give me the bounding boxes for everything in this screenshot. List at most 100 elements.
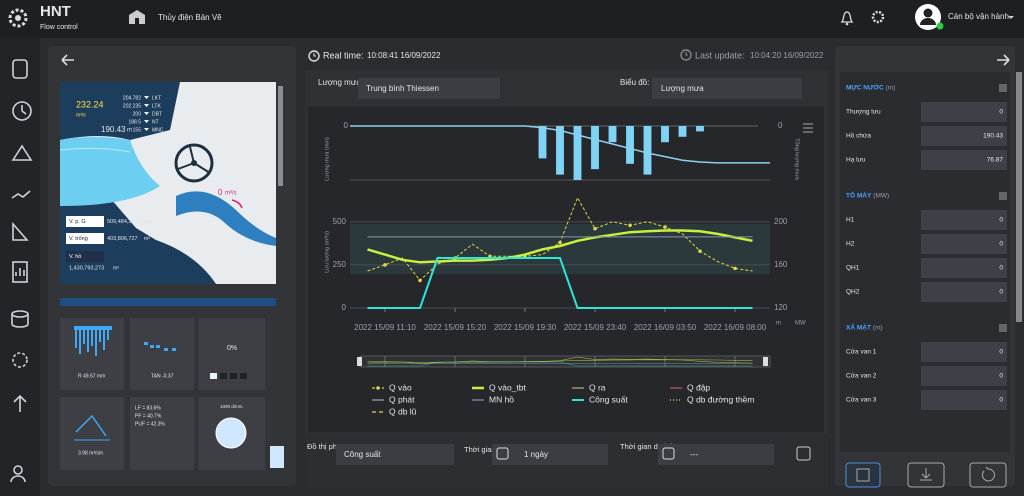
sidebar-icons-part[interactable]	[11, 190, 31, 199]
sidebar-icons-part[interactable]	[12, 221, 29, 241]
chart-value[interactable]: Lượng mưa	[661, 84, 704, 93]
rain-select[interactable]	[358, 78, 500, 99]
sidebar-icons-part[interactable]	[10, 475, 26, 483]
dam-diagram-part	[191, 160, 197, 166]
sidebar-icons-part[interactable]	[12, 101, 32, 121]
back-arrow[interactable]	[61, 54, 74, 66]
row-label: H2	[846, 241, 855, 248]
settings-icon-part[interactable]	[871, 10, 885, 24]
panel-buttons-part[interactable]	[845, 462, 881, 488]
tile-graphics-part	[75, 414, 107, 437]
navigator-handle[interactable]	[357, 357, 362, 366]
calendar-icon[interactable]	[496, 447, 509, 460]
update-icon	[680, 49, 692, 61]
legend-label[interactable]: Q db đường thềm	[687, 394, 755, 404]
tile-graphics-part	[107, 330, 109, 340]
user-caret[interactable]	[1008, 16, 1014, 19]
navigator-handle[interactable]	[763, 357, 768, 366]
sidebar-icons-part[interactable]	[12, 261, 28, 283]
legend-label[interactable]: Q phát	[389, 394, 415, 404]
legend-label[interactable]: Q db lũ	[389, 406, 417, 416]
calendar-icon[interactable]	[662, 447, 675, 460]
bell-icon-part[interactable]	[845, 22, 849, 26]
y2-tick-label: 160	[774, 260, 788, 269]
sidebar-icons-part[interactable]	[15, 268, 25, 276]
sidebar-icons-part[interactable]	[11, 144, 33, 161]
legend-label[interactable]: Q đập	[687, 382, 710, 392]
sidebar-icons[interactable]	[10, 59, 33, 483]
y-axis-label: Lượng mưa (mm)	[324, 137, 330, 181]
tile-pf: PF = 40.7%	[135, 413, 162, 419]
dam-diagram-part	[231, 199, 243, 209]
outflow: 0	[218, 188, 223, 197]
panel-buttons-part[interactable]	[856, 468, 870, 482]
x-tick-label: 2022 15/09 15:20	[424, 323, 487, 332]
calendar-button[interactable]	[796, 446, 811, 461]
legend-marker[interactable]	[376, 386, 380, 390]
avatar-part[interactable]	[923, 8, 933, 18]
bell-icon-part[interactable]	[840, 11, 854, 23]
tile-rain: R 49.67 mm	[78, 373, 105, 379]
panel-buttons-part[interactable]	[920, 468, 932, 481]
bell-icon[interactable]	[840, 11, 854, 26]
value-box	[921, 234, 1007, 254]
volume-unit: m³	[144, 219, 150, 225]
sidebar-icons-part[interactable]	[21, 105, 27, 115]
sidebar-icons-part[interactable]	[13, 394, 27, 412]
tile-graphics-part	[230, 373, 237, 379]
legend-label[interactable]: MN hồ	[489, 394, 514, 404]
rain-value[interactable]: Trung bình Thiessen	[366, 84, 439, 93]
panel-buttons[interactable]	[845, 462, 1007, 488]
chart-select[interactable]	[652, 78, 802, 99]
row-label: Hồ chứa	[846, 131, 871, 140]
collapse-button[interactable]	[999, 192, 1007, 200]
time-value[interactable]: 1 ngày	[524, 450, 548, 459]
legend-label[interactable]: Q vào	[389, 382, 412, 392]
row-value: 0	[999, 349, 1003, 356]
forecast-value[interactable]: ---	[690, 450, 698, 459]
logo-icon[interactable]	[8, 8, 28, 28]
logo-icon-part[interactable]	[8, 8, 28, 28]
value-box	[921, 342, 1007, 362]
collapse-button[interactable]	[999, 84, 1007, 92]
tile-graphics-part	[164, 348, 168, 351]
panel-buttons-part[interactable]	[982, 466, 995, 482]
collapse-button[interactable]	[999, 324, 1007, 332]
chart-menu[interactable]	[803, 123, 813, 133]
level-label: LTK	[152, 103, 161, 109]
legend-label[interactable]: Q vào_tbt	[489, 382, 526, 392]
scrollbar[interactable]	[1016, 72, 1022, 322]
sub-select[interactable]	[336, 444, 454, 465]
level-value: 200	[133, 111, 142, 117]
legend-label[interactable]: Công suất	[589, 394, 628, 404]
home-icon[interactable]	[129, 10, 145, 24]
time-select[interactable]	[492, 444, 608, 465]
panel-buttons-part[interactable]	[907, 462, 945, 488]
forward-arrow[interactable]	[997, 54, 1010, 66]
legend-label[interactable]: Q ra	[589, 382, 606, 392]
volume-unit: m³	[113, 265, 119, 271]
logo: HNT	[40, 3, 71, 20]
realtime-label: Real time:	[323, 50, 364, 60]
panel-buttons-part[interactable]	[969, 462, 1007, 488]
settings-icon[interactable]	[871, 10, 885, 24]
home-icon-part[interactable]	[135, 18, 139, 24]
forecast-select[interactable]	[658, 444, 774, 465]
sidebar-icons-part[interactable]	[12, 59, 28, 79]
realtime-icon-part	[308, 50, 320, 62]
y-axis-label: Lưu lượng (m³/s)	[324, 231, 330, 273]
sidebar-icons-part[interactable]	[13, 465, 23, 475]
avatar-part[interactable]	[920, 18, 936, 25]
forecast-label: Thời gian dự báo:	[620, 442, 680, 451]
update-label: Last update:	[695, 50, 745, 60]
sidebar-icons-part[interactable]	[11, 314, 29, 328]
logo-icon-part[interactable]	[15, 15, 21, 21]
home-icon-part[interactable]	[129, 10, 145, 24]
tile-graphics-part	[270, 446, 284, 468]
sidebar-icons-part[interactable]	[12, 352, 28, 368]
user-name[interactable]: Cán bộ vận hành	[948, 12, 1009, 21]
avatar-part[interactable]	[936, 22, 944, 30]
row-label: Cửa van 3	[846, 396, 877, 404]
sub-value[interactable]: Công suất	[344, 450, 381, 459]
avatar[interactable]	[915, 4, 944, 30]
